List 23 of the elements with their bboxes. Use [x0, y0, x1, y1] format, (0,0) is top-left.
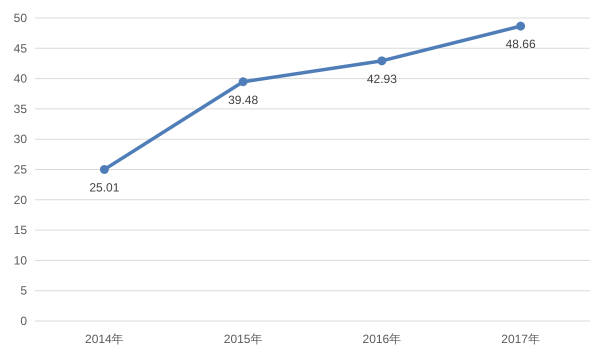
point	[516, 22, 526, 31]
point	[100, 164, 109, 174]
y-tick-label: 35	[14, 102, 28, 116]
y-tick-label: 20	[14, 192, 28, 207]
x-tick-label: 2016年	[362, 332, 402, 346]
x-tick-label: 2015年	[224, 332, 262, 346]
y-tick-label: 15	[14, 223, 28, 238]
data-label: 48.66	[506, 37, 536, 52]
data-label: 25.01	[89, 180, 120, 194]
data-label: 39.48	[228, 92, 258, 107]
y-tick-label: 30	[14, 132, 28, 146]
y-tick-label: 40	[14, 72, 28, 86]
data-label: 42.93	[366, 72, 398, 86]
y-tick-label: 50	[14, 11, 28, 25]
y-tick-label: 45	[14, 41, 28, 56]
x-tick-label: 2017年	[501, 332, 540, 346]
y-tick-label: 5	[20, 284, 28, 298]
point	[377, 56, 386, 66]
y-tick-label: 10	[14, 253, 28, 268]
point	[238, 77, 248, 86]
y-tick-label: 25	[14, 162, 28, 176]
y-tick-label: 0	[20, 314, 28, 328]
x-tick-label: 2014年	[85, 332, 124, 346]
